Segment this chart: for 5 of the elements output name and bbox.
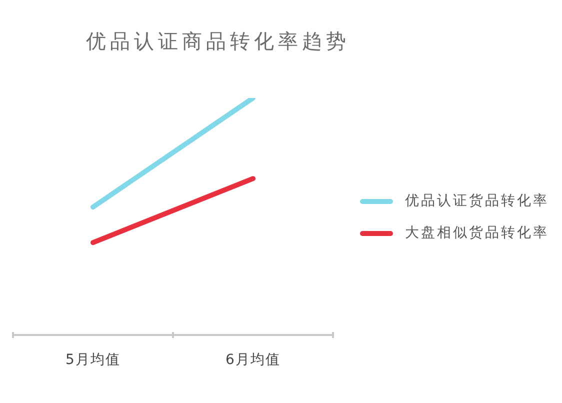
x-tick-label: 6月均值	[226, 352, 280, 368]
legend-label: 大盘相似货品转化率	[405, 224, 549, 242]
x-tick-label: 5月均值	[66, 352, 120, 368]
chart-title: 优品认证商品转化率趋势	[85, 28, 351, 54]
legend-label: 优品认证货品转化率	[405, 192, 549, 210]
